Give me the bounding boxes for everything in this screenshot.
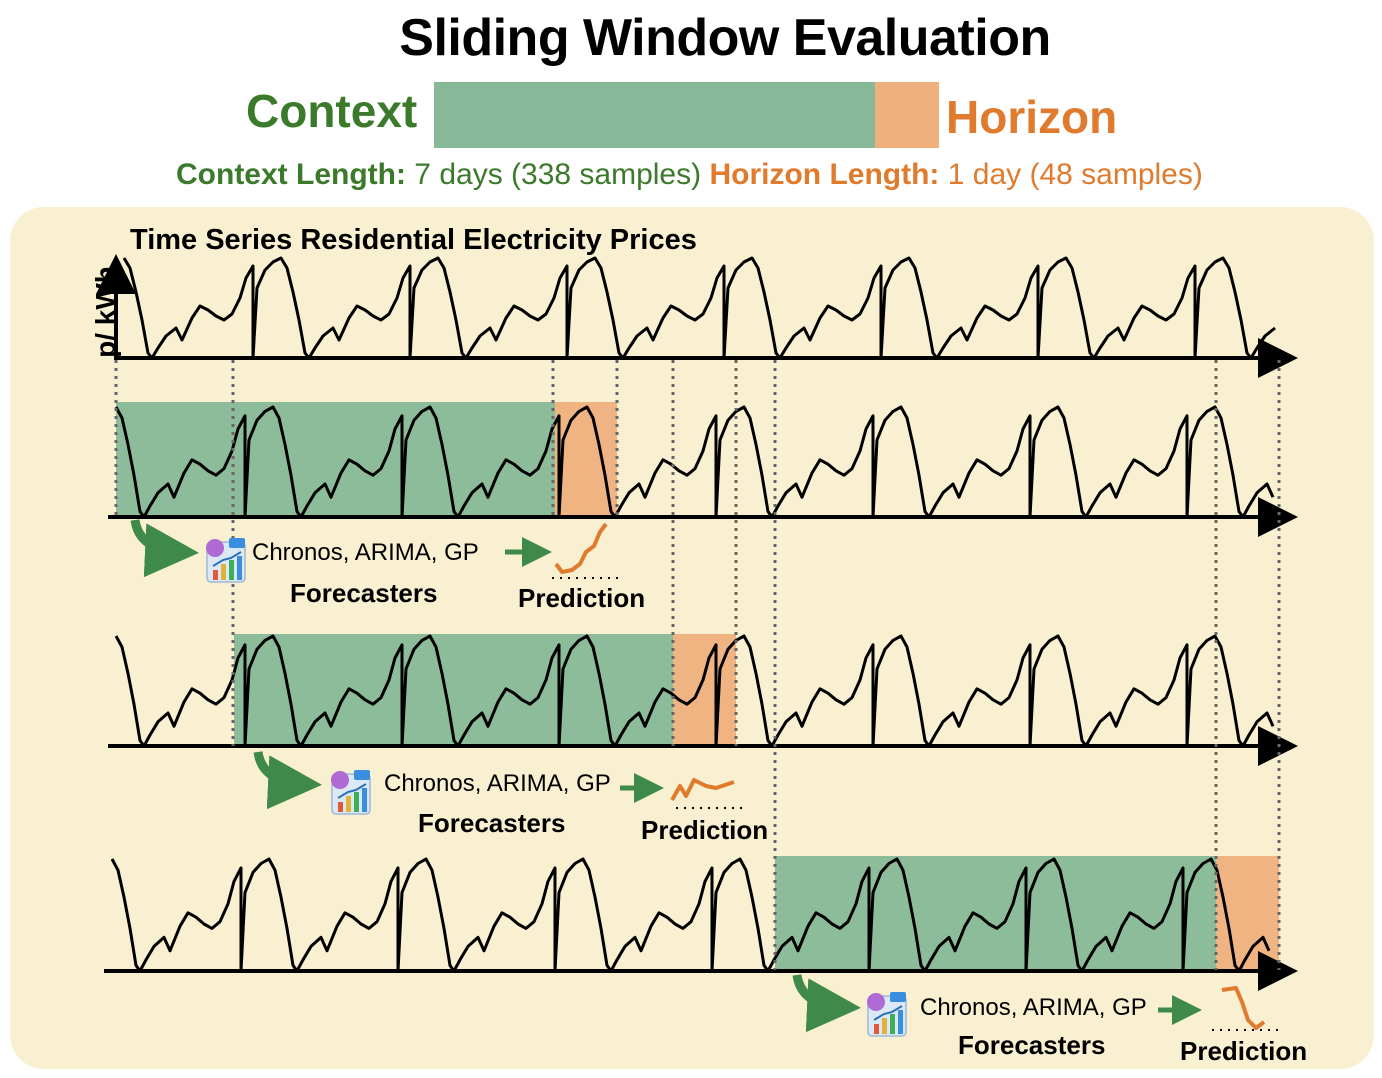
- context-legend-swatch: [434, 82, 875, 148]
- forecaster-card-icon-0: [229, 538, 245, 548]
- forecaster-bar-icon-b-1: [346, 796, 351, 812]
- forecaster-bar-icon-b-2: [882, 1018, 887, 1034]
- forecasters-label-2: Forecasters: [418, 808, 566, 838]
- forecaster-card-icon-2: [890, 992, 906, 1002]
- forecaster-models-3: Chronos, ARIMA, GP: [920, 994, 1147, 1021]
- forecaster-card-icon-1: [354, 770, 370, 780]
- forecasters-label-3: Forecasters: [958, 1030, 1106, 1060]
- context-length-value: 7 days (338 samples): [405, 158, 702, 191]
- forecaster-trend-icon-0: [212, 551, 242, 567]
- forecaster-bar-icon-a-2: [874, 1024, 879, 1034]
- prediction-label-1: Prediction: [518, 583, 646, 613]
- price-series-line-0: [122, 256, 1276, 360]
- context-window-2: [234, 634, 673, 746]
- forecaster-badge-icon-0: [206, 539, 224, 557]
- diagram-title: Sliding Window Evaluation: [399, 9, 1051, 67]
- flow-arrow-icon-0: [130, 519, 199, 578]
- window-lengths: Context Length: 7 days (338 samples) Hor…: [176, 158, 1203, 192]
- forecaster-bar-icon-c-0: [229, 560, 234, 580]
- context-window-1: [116, 402, 555, 517]
- forecaster-badge-icon-1: [331, 771, 349, 789]
- horizon-legend-label: Horizon: [946, 91, 1118, 143]
- context-horizon-legend-bar: [434, 82, 939, 148]
- horizon-legend-swatch: [875, 82, 939, 148]
- flow-arrow-icon-1: [253, 751, 322, 810]
- price-series-line-3: [110, 857, 1271, 973]
- forecaster-badge-icon-2: [867, 993, 885, 1011]
- forecasters-label-1: Forecasters: [290, 578, 438, 608]
- horizon-length-value: 1 day (48 samples): [939, 158, 1203, 191]
- flow-arrow-icon-2: [792, 974, 861, 1033]
- forecaster-bar-icon-a-0: [213, 570, 218, 580]
- context-window-3: [775, 856, 1216, 971]
- context-legend-label: Context: [246, 85, 418, 137]
- horizon-window-1: [555, 402, 617, 517]
- forecaster-bar-icon-c-1: [354, 792, 359, 812]
- forecaster-trend-icon-1: [337, 783, 367, 799]
- forecaster-bar-icon-a-1: [338, 802, 343, 812]
- series-title: Time Series Residential Electricity Pric…: [130, 224, 697, 256]
- prediction-curve-2: [1221, 986, 1266, 1030]
- forecaster-trend-icon-2: [873, 1005, 903, 1021]
- context-length-key: Context Length:: [176, 158, 406, 191]
- forecaster-bar-icon-c-2: [890, 1014, 895, 1034]
- forecaster-models-1: Chronos, ARIMA, GP: [252, 539, 479, 566]
- price-series-line-1: [114, 405, 1275, 519]
- forecaster-bar-icon-d-0: [237, 556, 242, 580]
- y-axis-label: p/ kWh: [90, 266, 121, 358]
- forecaster-bar-icon-d-2: [898, 1010, 903, 1034]
- horizon-length-key: Horizon Length:: [709, 158, 940, 191]
- price-series-line-2: [114, 634, 1275, 748]
- prediction-curve-0: [554, 522, 608, 574]
- prediction-curve-1: [670, 778, 735, 801]
- prediction-label-2: Prediction: [641, 815, 769, 845]
- forecaster-models-2: Chronos, ARIMA, GP: [384, 770, 611, 797]
- prediction-label-3: Prediction: [1180, 1036, 1308, 1066]
- forecaster-bar-icon-b-0: [221, 564, 226, 580]
- forecaster-bar-icon-d-1: [362, 788, 367, 812]
